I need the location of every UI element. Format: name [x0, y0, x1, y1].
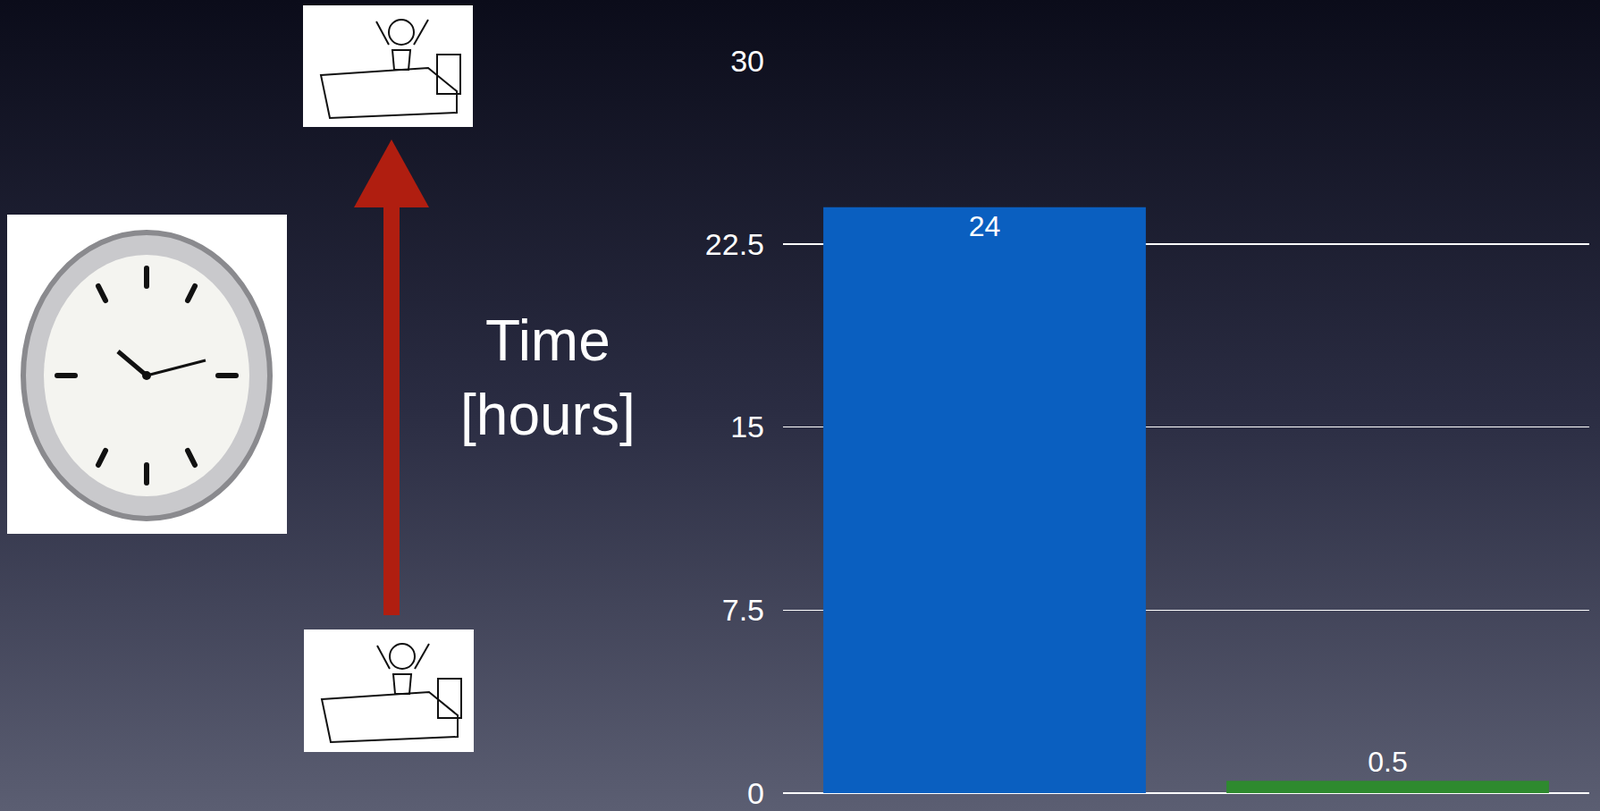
svg-text:Time[hours]: Time[hours]: [460, 308, 636, 447]
svg-text:7.5: 7.5: [722, 592, 765, 627]
svg-text:0.5: 0.5: [1367, 745, 1407, 778]
svg-text:24: 24: [968, 210, 1002, 243]
svg-text:30: 30: [730, 43, 765, 78]
svg-text:15: 15: [730, 409, 765, 444]
svg-text:22.5: 22.5: [705, 227, 765, 262]
svg-text:0: 0: [747, 775, 765, 810]
